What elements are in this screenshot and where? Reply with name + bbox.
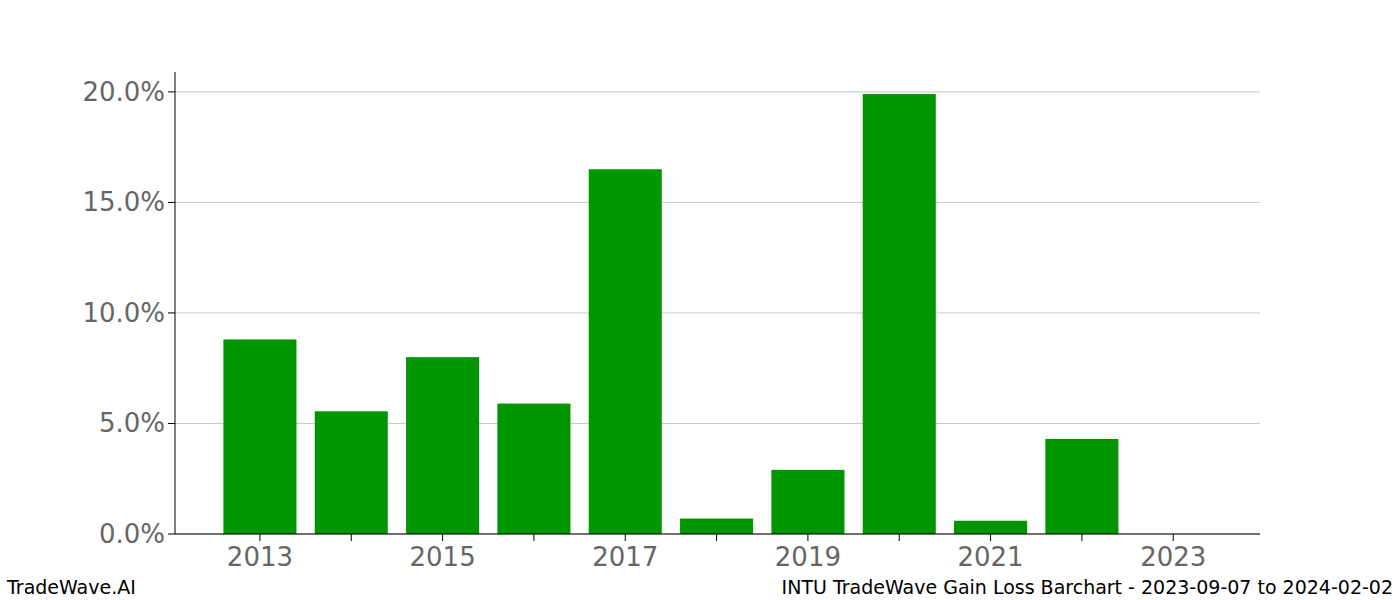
y-tick-label: 20.0% — [82, 77, 165, 107]
title: INTU TradeWave Gain Loss Barchart - 2023… — [782, 576, 1393, 598]
y-tick — [168, 534, 175, 535]
bar — [406, 357, 479, 534]
x-tick — [1081, 534, 1082, 541]
grid-line — [175, 534, 1260, 535]
x-tick-label: 2013 — [227, 542, 293, 572]
x-tick — [899, 534, 900, 541]
bar — [863, 94, 936, 534]
bar — [771, 470, 844, 534]
x-tick-label: 2023 — [1140, 542, 1206, 572]
y-tick-label: 15.0% — [82, 187, 165, 217]
y-tick — [168, 202, 175, 203]
chart: 0.0% 5.0% 10.0% 15.0% 20.0% 2013 2015 2017 2019 2… — [0, 0, 1400, 600]
watermark: TradeWave.AI — [6, 576, 136, 598]
x-tick — [716, 534, 717, 541]
x-tick — [1173, 534, 1174, 541]
grid-line — [175, 312, 1260, 313]
x-tick-label: 2021 — [957, 542, 1023, 572]
grid-line — [175, 91, 1260, 92]
x-tick-label: 2015 — [410, 542, 476, 572]
x-tick — [990, 534, 991, 541]
y-tick-label: 10.0% — [82, 298, 165, 328]
x-tick — [351, 534, 352, 541]
bar — [223, 339, 296, 534]
bar — [589, 169, 662, 534]
y-tick-label: 5.0% — [99, 408, 165, 438]
y-tick-label: 0.0% — [99, 519, 165, 549]
bar — [1045, 439, 1118, 534]
x-tick — [625, 534, 626, 541]
x-tick — [259, 534, 260, 541]
x-tick-label: 2017 — [592, 542, 658, 572]
bar — [954, 521, 1027, 534]
y-tick — [168, 423, 175, 424]
x-tick — [533, 534, 534, 541]
x-axis — [175, 534, 1260, 535]
x-tick — [442, 534, 443, 541]
y-tick — [168, 312, 175, 313]
bar — [315, 411, 388, 534]
bar — [680, 519, 753, 534]
grid-line — [175, 202, 1260, 203]
y-tick — [168, 91, 175, 92]
y-axis — [175, 72, 176, 534]
x-tick — [807, 534, 808, 541]
bar — [497, 404, 570, 534]
x-tick-label: 2019 — [775, 542, 841, 572]
